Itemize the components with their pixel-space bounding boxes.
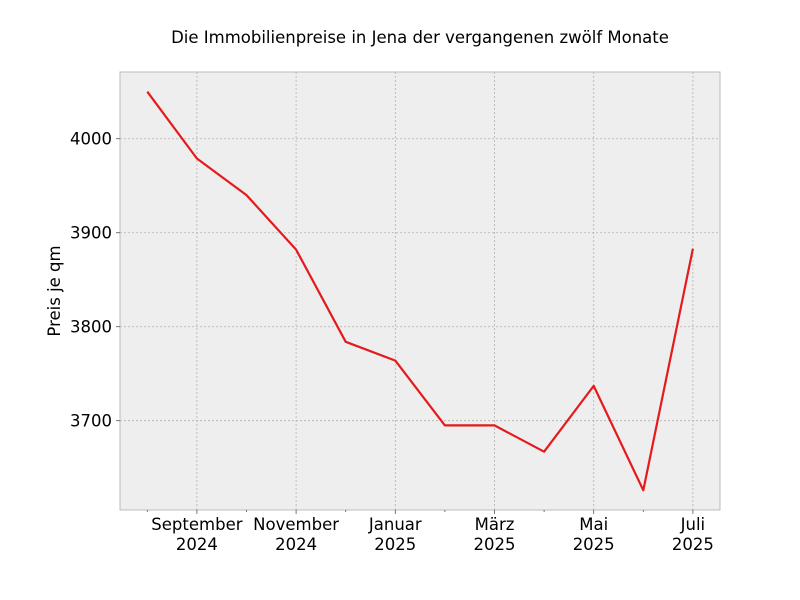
- x-tick-label-month: Mai: [579, 515, 608, 534]
- x-tick-label-month: Juli: [680, 515, 706, 534]
- y-axis-label: Preis je qm: [45, 245, 64, 336]
- x-tick-label-year: 2025: [374, 535, 416, 554]
- y-tick-label: 3800: [70, 318, 112, 337]
- series-layer: [146, 91, 694, 492]
- y-tick-label: 3900: [70, 224, 112, 243]
- x-axis: September2024November2024Januar2025März2…: [151, 510, 714, 554]
- x-tick-label-month: März: [475, 515, 515, 534]
- grid-lines: [120, 72, 720, 510]
- x-tick-label-year: 2025: [672, 535, 714, 554]
- minor-ticks: [146, 510, 644, 512]
- plot-area: [119, 71, 721, 511]
- chart-title: Die Immobilienpreise in Jena der vergang…: [171, 28, 669, 47]
- x-tick-label-month: September: [151, 515, 242, 534]
- y-axis: 3700 3800 3900 4000: [70, 130, 120, 431]
- y-tick-label: 3700: [70, 412, 112, 431]
- x-tick-label-year: 2024: [275, 535, 317, 554]
- x-tick-label-month: November: [253, 515, 339, 534]
- series-line: [146, 91, 694, 492]
- x-tick-label-month: Januar: [368, 515, 422, 534]
- x-tick-label-year: 2025: [573, 535, 615, 554]
- y-tick-label: 4000: [70, 130, 112, 149]
- x-tick-label-year: 2024: [176, 535, 218, 554]
- x-tick-label-year: 2025: [474, 535, 516, 554]
